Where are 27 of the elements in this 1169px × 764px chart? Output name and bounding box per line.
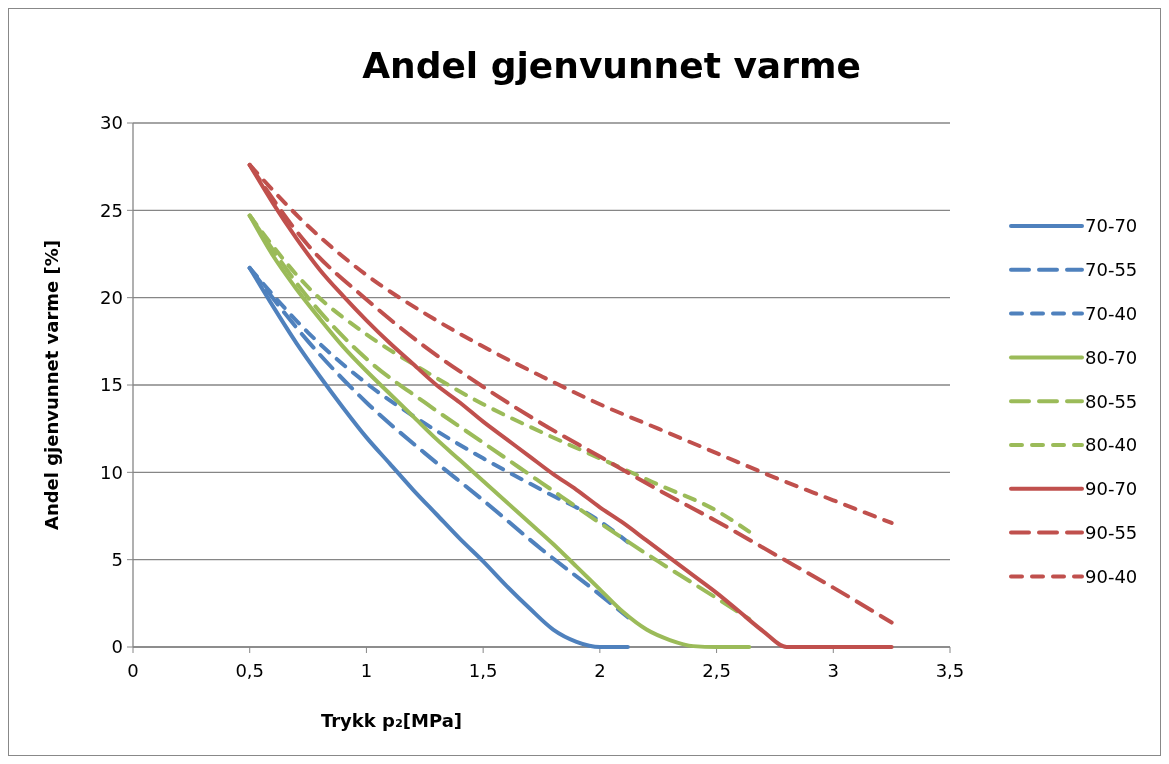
- legend-label: 70-55: [1085, 259, 1138, 281]
- y-tick-label: 15: [100, 374, 123, 396]
- x-tick-label: 2,5: [702, 660, 731, 681]
- x-tick-label: 0: [127, 660, 139, 681]
- x-tick-label: 0,5: [235, 660, 265, 681]
- chart-title: Andel gjenvunnet varme: [362, 45, 861, 86]
- x-tick-label: 3,5: [935, 660, 965, 681]
- y-tick-label: 5: [111, 548, 123, 570]
- y-tick-label: 30: [100, 112, 123, 134]
- x-tick-label: 2: [594, 660, 606, 681]
- legend-label: 90-40: [1085, 565, 1138, 587]
- x-tick-label: 1: [360, 660, 373, 681]
- x-tick-label: 3: [827, 660, 840, 681]
- y-axis-title: Andel gjenvunnet varme [%]: [41, 239, 62, 531]
- y-tick-label: 10: [100, 461, 123, 483]
- legend-label: 70-70: [1085, 215, 1138, 237]
- legend-label: 70-40: [1085, 302, 1138, 324]
- legend-label: 90-55: [1085, 521, 1138, 543]
- legend-label: 80-55: [1085, 390, 1138, 412]
- legend-label: 80-70: [1085, 346, 1138, 368]
- y-tick-label: 25: [100, 199, 123, 221]
- y-tick-label: 20: [100, 286, 123, 308]
- legend-label: 80-40: [1085, 434, 1138, 456]
- x-axis-title: Trykk p₂[MPa]: [320, 710, 463, 731]
- legend-label: 90-70: [1085, 478, 1138, 500]
- y-tick-label: 0: [111, 636, 123, 658]
- x-tick-label: 1,5: [468, 660, 498, 681]
